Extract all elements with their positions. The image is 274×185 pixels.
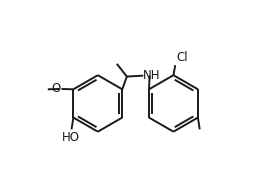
Text: HO: HO: [62, 131, 80, 144]
Text: O: O: [51, 83, 61, 95]
Text: NH: NH: [143, 69, 161, 82]
Text: Cl: Cl: [176, 51, 188, 64]
